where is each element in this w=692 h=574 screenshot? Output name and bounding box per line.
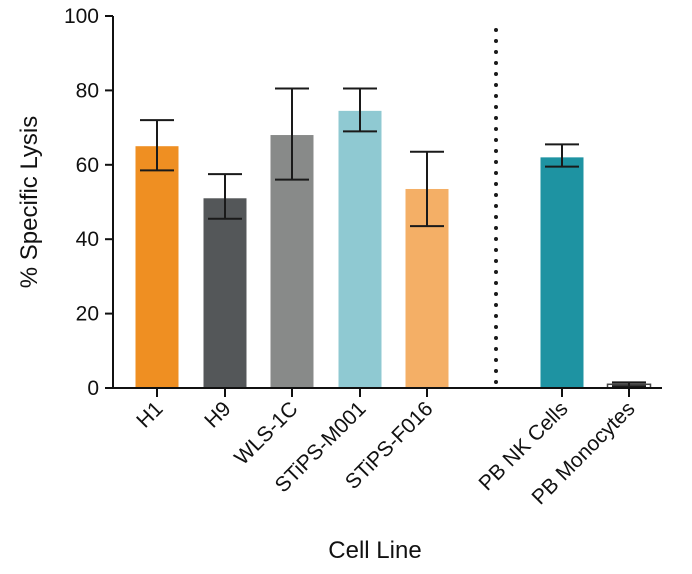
x-tick-label: H9 bbox=[200, 397, 235, 432]
y-tick-label: 60 bbox=[76, 154, 99, 177]
y-tick-label: 20 bbox=[76, 303, 99, 326]
y-tick-label: 0 bbox=[87, 377, 99, 400]
error-bar bbox=[208, 173, 242, 220]
y-tick-label: 40 bbox=[76, 228, 99, 251]
error-bar bbox=[410, 150, 444, 228]
y-tick-label: 80 bbox=[76, 79, 99, 102]
bar-stips-m001 bbox=[338, 110, 382, 389]
y-axis: 0 20 40 60 80 100 bbox=[64, 5, 114, 400]
y-tick-label: 100 bbox=[64, 5, 99, 28]
plot-area bbox=[135, 28, 652, 389]
x-axis-title: Cell Line bbox=[328, 537, 421, 564]
bar-h9 bbox=[203, 198, 247, 388]
error-bar bbox=[275, 87, 309, 181]
y-axis-title: % Specific Lysis bbox=[16, 116, 43, 289]
error-bar bbox=[612, 381, 646, 388]
x-tick-label: H1 bbox=[132, 397, 167, 432]
bar-h1 bbox=[135, 146, 179, 388]
error-bar bbox=[140, 119, 174, 172]
bar-pb-nk-cells bbox=[540, 157, 584, 388]
error-bar bbox=[343, 87, 377, 133]
error-bar bbox=[545, 143, 579, 168]
